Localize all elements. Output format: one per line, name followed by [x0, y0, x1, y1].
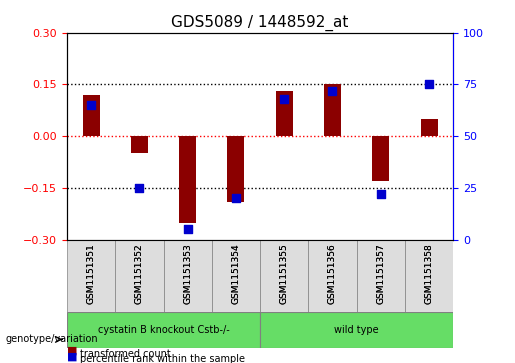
Bar [82, 95, 99, 136]
Text: GSM1151356: GSM1151356 [328, 243, 337, 304]
Bar [372, 136, 389, 181]
Text: percentile rank within the sample: percentile rank within the sample [80, 354, 245, 363]
Point [87, 102, 95, 108]
Text: GSM1151355: GSM1151355 [280, 243, 289, 304]
Point [135, 185, 144, 191]
Text: GSM1151356: GSM1151356 [328, 243, 337, 304]
FancyBboxPatch shape [67, 240, 115, 312]
Text: GSM1151353: GSM1151353 [183, 243, 192, 304]
FancyBboxPatch shape [67, 312, 260, 348]
Point [232, 195, 240, 201]
Text: GSM1151355: GSM1151355 [280, 243, 289, 304]
Bar [324, 85, 341, 136]
Point [183, 227, 192, 232]
Text: GSM1151352: GSM1151352 [135, 243, 144, 304]
Bar [179, 136, 196, 223]
Text: wild type: wild type [334, 325, 379, 335]
Text: GSM1151353: GSM1151353 [183, 243, 192, 304]
Text: GSM1151352: GSM1151352 [135, 243, 144, 304]
Text: cystatin B knockout Cstb-/-: cystatin B knockout Cstb-/- [98, 325, 229, 335]
Point [329, 88, 337, 94]
Text: GSM1151354: GSM1151354 [231, 243, 241, 304]
Text: ■: ■ [67, 351, 77, 362]
Bar [421, 119, 438, 136]
Text: genotype/variation: genotype/variation [5, 334, 98, 344]
FancyBboxPatch shape [115, 240, 163, 312]
Title: GDS5089 / 1448592_at: GDS5089 / 1448592_at [171, 15, 349, 31]
Text: GSM1151351: GSM1151351 [87, 243, 96, 304]
Text: GSM1151351: GSM1151351 [87, 243, 96, 304]
Text: GSM1151357: GSM1151357 [376, 243, 385, 304]
Text: ■: ■ [67, 346, 77, 356]
Text: GSM1151358: GSM1151358 [424, 243, 434, 304]
Bar [276, 91, 293, 136]
Point [280, 96, 288, 102]
Bar [228, 136, 245, 202]
Point [376, 191, 385, 197]
FancyBboxPatch shape [356, 240, 405, 312]
FancyBboxPatch shape [260, 240, 308, 312]
FancyBboxPatch shape [163, 240, 212, 312]
Text: GSM1151358: GSM1151358 [424, 243, 434, 304]
Point [425, 82, 433, 87]
Bar [131, 136, 148, 154]
FancyBboxPatch shape [260, 312, 453, 348]
Text: GSM1151357: GSM1151357 [376, 243, 385, 304]
Text: transformed count: transformed count [80, 349, 170, 359]
FancyBboxPatch shape [212, 240, 260, 312]
FancyBboxPatch shape [405, 240, 453, 312]
FancyBboxPatch shape [308, 240, 356, 312]
Text: GSM1151354: GSM1151354 [231, 243, 241, 304]
